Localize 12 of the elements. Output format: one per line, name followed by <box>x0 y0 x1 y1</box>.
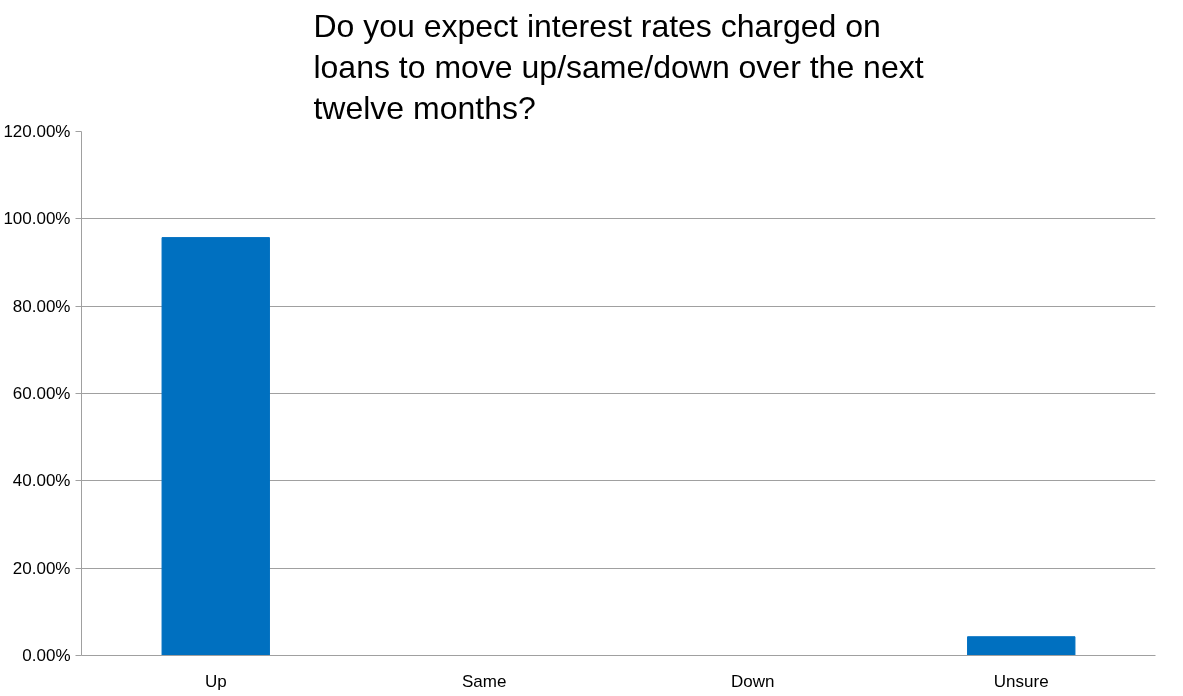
y-tick-label: 0.00% <box>22 646 71 665</box>
x-tick-label: Same <box>462 671 507 691</box>
y-tick-label: 60.00% <box>12 384 71 403</box>
y-tick-label: 100.00% <box>3 209 71 229</box>
y-tick-label: 120.00% <box>3 122 71 141</box>
y-tick-label: 20.00% <box>12 558 71 578</box>
x-tick-label: Up <box>204 671 227 691</box>
x-tick-label: Down <box>731 671 775 691</box>
chart-title: Do you expect interest rates charged on loans to move up/same/down over the next twelve months? <box>313 7 924 127</box>
x-tick-label: Unsure <box>993 671 1049 691</box>
y-tick-label: 80.00% <box>12 296 71 316</box>
y-tick-label: 40.00% <box>12 471 71 491</box>
